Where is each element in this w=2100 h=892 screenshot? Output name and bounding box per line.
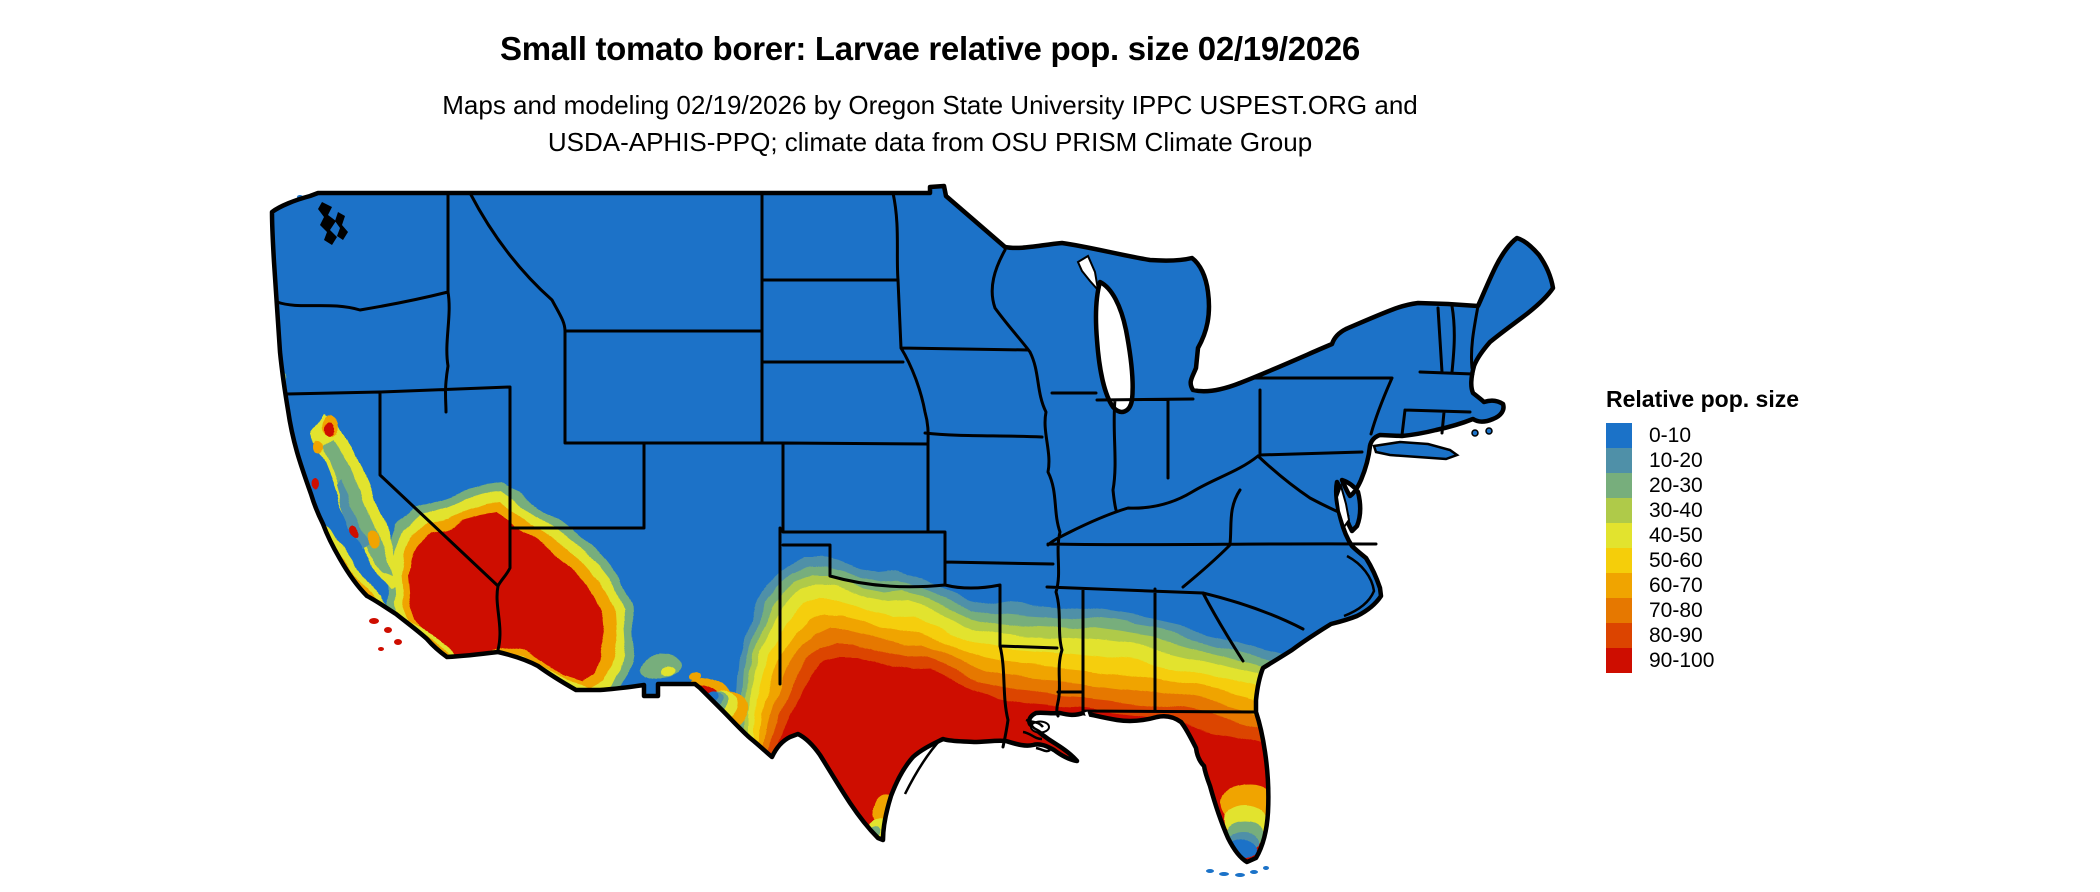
- legend-label: 0-10: [1649, 424, 1692, 447]
- legend-swatch-50-60: [1606, 548, 1632, 573]
- figure-title: Small tomato borer: Larvae relative pop.…: [500, 30, 1360, 67]
- central-valley-teal: [336, 480, 368, 549]
- long-island: [1372, 440, 1460, 461]
- florida-key: [1219, 872, 1229, 876]
- legend-swatch-10-20: [1606, 448, 1632, 473]
- legend-swatch-40-50: [1606, 523, 1632, 548]
- legend-item: 90-100: [1606, 648, 1799, 673]
- legend-item: 20-30: [1606, 473, 1799, 498]
- chesapeake-bay: [1335, 482, 1351, 530]
- nantucket-island: [1485, 427, 1493, 435]
- legend-label: 60-70: [1649, 574, 1703, 597]
- figure-subtitle-line2: USDA-APHIS-PPQ; climate data from OSU PR…: [547, 127, 1313, 157]
- legend-label: 70-80: [1649, 599, 1703, 622]
- map-legend: Relative pop. size 0-10 10-20 20-30 30-40 40…: [1606, 386, 1799, 673]
- florida-key: [1206, 869, 1214, 873]
- legend-item: 40-50: [1606, 523, 1799, 548]
- nm-border-yellow: [660, 666, 676, 676]
- offshore-islands: [297, 195, 1269, 877]
- legend-swatch-60-70: [1606, 573, 1632, 598]
- channel-island: [384, 627, 392, 633]
- legend-swatch-0-10: [1606, 423, 1632, 448]
- state-borders: [275, 191, 1480, 749]
- channel-island: [394, 639, 402, 645]
- map-ink-detail: [318, 202, 1376, 795]
- sw-desert-red-core: [408, 512, 606, 684]
- florida-key: [1263, 866, 1269, 870]
- legend-swatch-80-90: [1606, 623, 1632, 648]
- mobile-bay: [1084, 711, 1092, 725]
- mississippi-delta-detail: [1022, 718, 1051, 753]
- valley-red-spot: [351, 526, 359, 538]
- legend-label: 80-90: [1649, 624, 1703, 647]
- puget-sound-detail: [335, 212, 348, 240]
- channel-island: [369, 618, 379, 624]
- valley-orange-spot: [313, 440, 323, 454]
- legend-label: 20-30: [1649, 474, 1703, 497]
- nm-border-orange: [689, 674, 701, 682]
- legend-swatch-70-80: [1606, 598, 1632, 623]
- legend-item: 30-40: [1606, 498, 1799, 523]
- legend-label: 50-60: [1649, 549, 1703, 572]
- channel-island: [378, 647, 384, 651]
- outer-banks: [1343, 554, 1376, 618]
- figure-subtitle-line1: Maps and modeling 02/19/2026 by Oregon S…: [442, 90, 1418, 120]
- marthas-vineyard-island: [1471, 429, 1479, 437]
- legend-swatch-30-40: [1606, 498, 1632, 523]
- florida-key: [1235, 873, 1245, 877]
- valley-orange-spot: [366, 531, 378, 549]
- legend-label: 40-50: [1649, 524, 1703, 547]
- padre-island: [903, 738, 942, 795]
- legend-swatch-20-30: [1606, 473, 1632, 498]
- legend-item: 0-10: [1606, 423, 1799, 448]
- legend-label: 90-100: [1649, 649, 1715, 672]
- legend-item: 70-80: [1606, 598, 1799, 623]
- legend-swatch-90-100: [1606, 648, 1632, 673]
- legend-item: 60-70: [1606, 573, 1799, 598]
- florida-key: [1250, 870, 1258, 874]
- green-bay: [1076, 254, 1100, 294]
- legend-item: 50-60: [1606, 548, 1799, 573]
- legend-label: 10-20: [1649, 449, 1703, 472]
- puget-sound-detail: [318, 202, 337, 245]
- legend-item: 80-90: [1606, 623, 1799, 648]
- legend-item: 10-20: [1606, 448, 1799, 473]
- detached-land: [1372, 427, 1493, 461]
- nm-border-green: [638, 654, 682, 678]
- figure-header: Small tomato borer: Larvae relative pop.…: [230, 0, 1630, 158]
- us-outline: [269, 183, 1556, 865]
- valley-red-spot: [325, 420, 337, 434]
- legend-items: 0-10 10-20 20-30 30-40 40-50 50-60 60-70 70-80 8…: [1606, 423, 1799, 673]
- legend-label: 30-40: [1649, 499, 1703, 522]
- legend-title: Relative pop. size: [1606, 386, 1800, 412]
